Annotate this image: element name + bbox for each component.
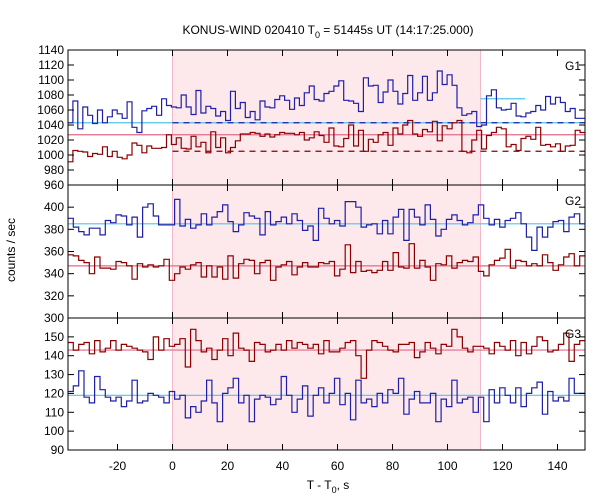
g3-y-tick-label: 100 xyxy=(44,424,64,438)
g3-panel-frame xyxy=(67,317,586,451)
g1-y-tick-label: 980 xyxy=(44,163,64,177)
g2-y-tick-label: 400 xyxy=(44,200,64,214)
g1-y-tick-label: 1100 xyxy=(38,73,64,87)
g1-y-tick-label: 960 xyxy=(44,178,64,192)
g1-y-tick-label: 1020 xyxy=(37,133,64,147)
x-tick-label: 120 xyxy=(492,459,512,473)
x-tick-label: 0 xyxy=(169,459,176,473)
g3-y-tick-label: 120 xyxy=(44,386,64,400)
g1-y-tick-label: 1060 xyxy=(37,103,64,117)
g3-blue-series-line xyxy=(68,370,585,423)
g3-y-tick-label: 150 xyxy=(44,330,64,344)
g3-y-tick-label: 140 xyxy=(44,349,64,363)
g3-y-tick-label: 130 xyxy=(44,368,64,382)
g1-y-tick-label: 1040 xyxy=(37,118,64,132)
g1-y-tick-label: 1080 xyxy=(37,88,64,102)
x-tick-label: -20 xyxy=(109,459,127,473)
g3-panel-label: G3 xyxy=(565,327,581,341)
g2-y-tick-label: 340 xyxy=(44,267,64,281)
x-tick-label: 40 xyxy=(276,459,290,473)
g3-y-tick-label: 110 xyxy=(45,405,64,419)
burst-interval-highlight xyxy=(172,50,481,450)
x-tick-label: 140 xyxy=(547,459,567,473)
g2-y-tick-label: 320 xyxy=(44,289,64,303)
x-tick-label: 20 xyxy=(221,459,235,473)
g1-y-tick-label: 1120 xyxy=(38,58,64,72)
g2-blue-series-line xyxy=(68,198,585,251)
g3-red-series-line xyxy=(68,328,585,379)
g3-y-tick-label: 90 xyxy=(51,443,65,457)
g1-y-tick-label: 1000 xyxy=(37,148,64,162)
x-axis-label: T - T0, s xyxy=(307,478,350,495)
y-axis-label: counts / sec xyxy=(4,218,18,282)
x-tick-label: 60 xyxy=(331,459,345,473)
x-tick-label: 100 xyxy=(437,459,457,473)
g2-panel-label: G2 xyxy=(565,194,581,208)
g2-y-tick-label: 300 xyxy=(44,311,64,325)
g1-panel-label: G1 xyxy=(565,59,581,73)
g1-y-tick-label: 1140 xyxy=(38,43,64,57)
g2-y-tick-label: 360 xyxy=(44,245,64,259)
g1-red-series-line xyxy=(68,119,585,163)
g2-y-tick-label: 380 xyxy=(44,222,64,236)
g2-red-series-line xyxy=(68,243,585,281)
g1-blue-series-line xyxy=(68,70,585,134)
chart-title: KONUS-WIND 020410 T0 = 51445s UT (14:17:… xyxy=(182,23,473,40)
x-tick-label: 80 xyxy=(386,459,400,473)
